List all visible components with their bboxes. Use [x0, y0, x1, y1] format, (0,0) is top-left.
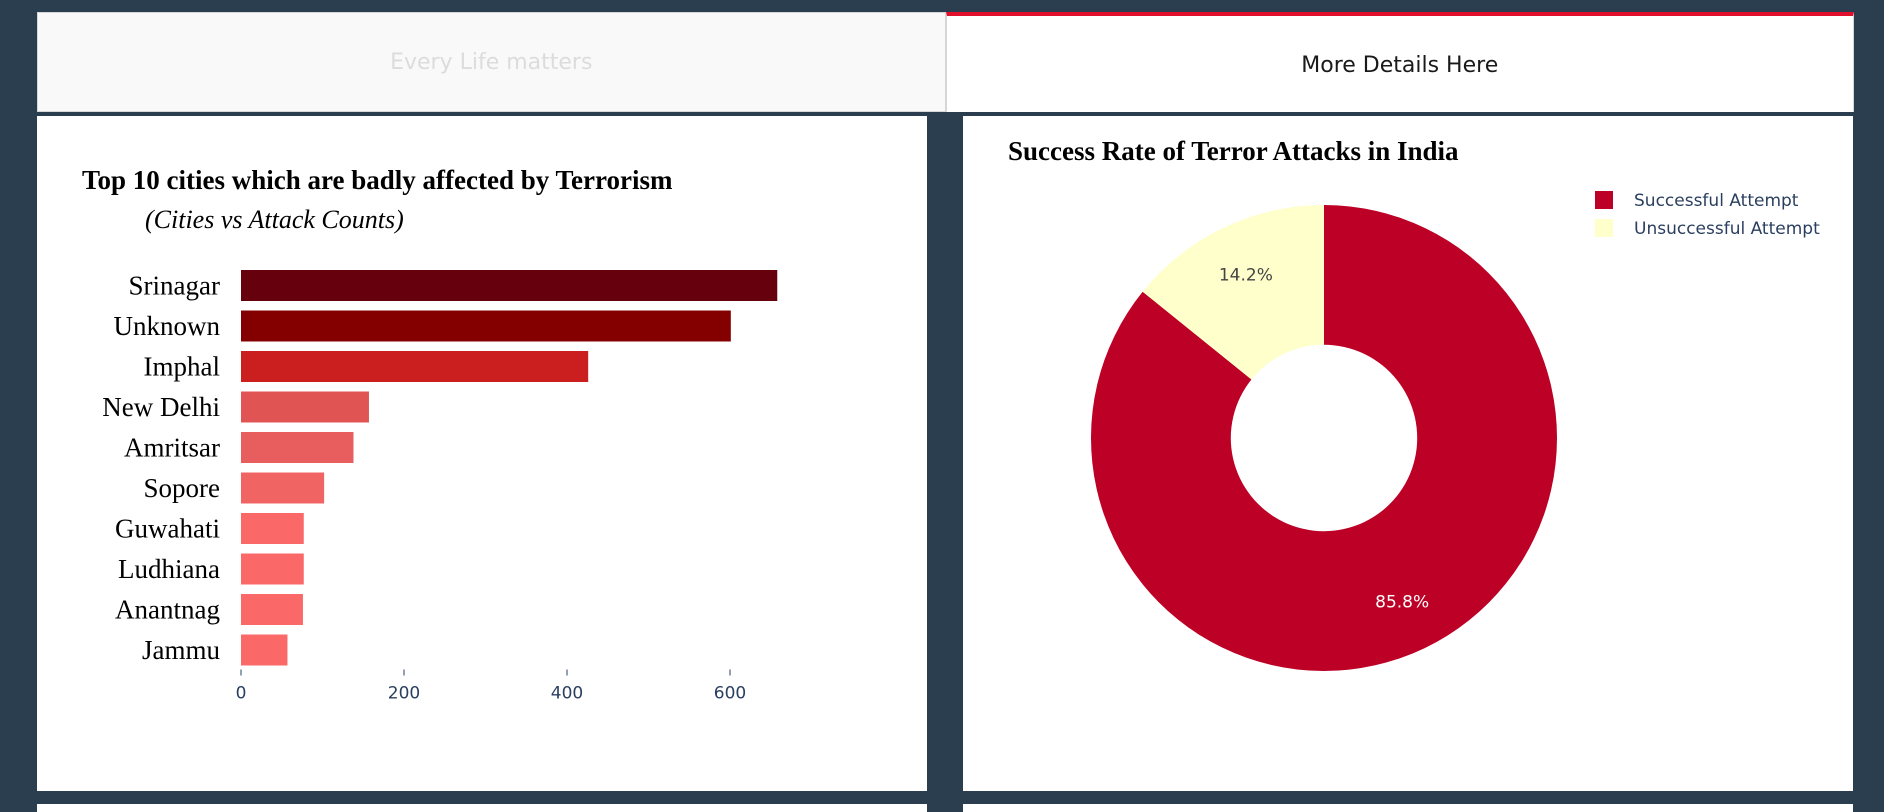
- legend-swatch-unsuccessful-attempt[interactable]: [1595, 219, 1613, 237]
- category-label-new-delhi: New Delhi: [102, 392, 220, 422]
- bar-srinagar: [241, 270, 778, 301]
- donut-chart: Success Rate of Terror Attacks in India …: [1008, 136, 1820, 671]
- bar-chart-title: Top 10 cities which are badly affected b…: [82, 165, 673, 195]
- bar-unknown: [241, 310, 731, 342]
- tab-more-details[interactable]: More Details Here: [945, 12, 1854, 112]
- category-label-jammu: Jammu: [142, 635, 220, 665]
- x-tick-label: 0: [236, 684, 247, 704]
- tab-every-life-matters[interactable]: Every Life matters: [37, 12, 946, 112]
- bar-imphal: [241, 351, 589, 382]
- x-tick-label: 600: [714, 684, 746, 704]
- category-label-sopore: Sopore: [144, 473, 221, 503]
- bar-guwahati: [241, 513, 304, 544]
- bar-chart-panel: Top 10 cities which are badly affected b…: [37, 116, 927, 791]
- category-label-unknown: Unknown: [114, 311, 221, 341]
- category-label-anantnag: Anantnag: [115, 595, 220, 625]
- category-label-ludhiana: Ludhiana: [118, 554, 220, 584]
- bar-anantnag: [241, 594, 303, 625]
- bar-amritsar: [241, 432, 354, 463]
- category-label-guwahati: Guwahati: [115, 514, 220, 544]
- bar-ludhiana: [241, 553, 304, 585]
- slice-unsuccessful-attempt: [1142, 205, 1324, 380]
- x-tick-label: 200: [388, 684, 420, 704]
- lower-panel-left: [37, 804, 927, 812]
- bar-chart-subtitle: (Cities vs Attack Counts): [145, 205, 404, 234]
- bar-sopore: [241, 472, 325, 504]
- category-label-imphal: Imphal: [144, 352, 220, 382]
- slice-successful-attempt: [1091, 205, 1557, 671]
- category-label-amritsar: Amritsar: [124, 433, 220, 463]
- pie-chart-title: Success Rate of Terror Attacks in India: [1008, 136, 1459, 166]
- bar-new-delhi: [241, 391, 369, 423]
- legend-label-successful-attempt[interactable]: Successful Attempt: [1634, 191, 1799, 211]
- slice-label-successful-attempt: 85.8%: [1375, 592, 1429, 612]
- category-label-srinagar: Srinagar: [129, 271, 220, 301]
- x-tick-label: 400: [551, 684, 583, 704]
- tab-bar: Every Life matters More Details Here: [37, 12, 1854, 112]
- legend-swatch-successful-attempt[interactable]: [1595, 191, 1613, 209]
- legend-label-unsuccessful-attempt[interactable]: Unsuccessful Attempt: [1634, 219, 1820, 239]
- lower-panel-right: [963, 804, 1853, 812]
- slice-label-unsuccessful-attempt: 14.2%: [1219, 266, 1273, 286]
- bar-jammu: [241, 634, 288, 666]
- bar-chart: Top 10 cities which are badly affected b…: [82, 165, 778, 704]
- pie-chart-panel: Success Rate of Terror Attacks in India …: [963, 116, 1853, 791]
